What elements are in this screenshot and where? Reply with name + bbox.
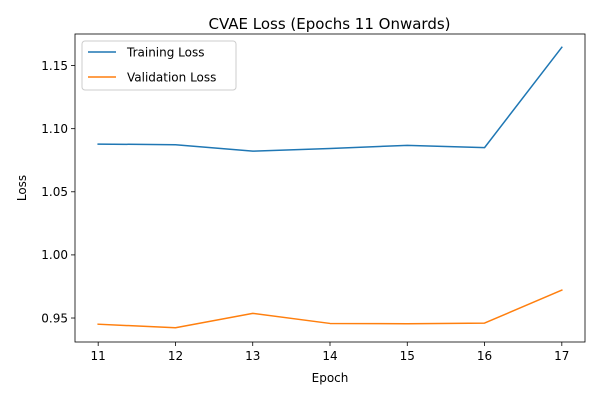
legend-box: [81, 40, 237, 91]
y-tick-label: 0.95: [41, 311, 68, 325]
y-axis-ticks: 0.95 1.00 1.05 1.10 1.15: [41, 59, 75, 325]
x-tick-label: 13: [245, 349, 260, 363]
plot-marks: [97, 46, 563, 329]
x-tick-label: 11: [91, 349, 106, 363]
series-line-validation-loss: [97, 289, 563, 329]
legend: Training Loss Validation Loss: [81, 40, 237, 91]
x-tick-label: 16: [477, 349, 492, 363]
y-tick-label: 1.10: [41, 122, 68, 136]
x-tick-label: 14: [322, 349, 337, 363]
y-axis-label: Loss: [15, 175, 29, 201]
y-tick-label: 1.05: [41, 185, 68, 199]
series-line-training-loss: [97, 46, 563, 152]
x-tick-label: 15: [400, 349, 415, 363]
x-tick-label: 12: [168, 349, 183, 363]
x-axis-ticks: 11 12 13 14 15 16 17: [91, 342, 569, 363]
legend-label-training-loss: Training Loss: [126, 46, 204, 60]
y-tick-label: 1.00: [41, 248, 68, 262]
chart-title: CVAE Loss (Epochs 11 Onwards): [208, 15, 450, 33]
legend-label-validation-loss: Validation Loss: [127, 71, 216, 85]
x-axis-label: Epoch: [312, 371, 349, 385]
x-tick-label: 17: [554, 349, 569, 363]
y-tick-label: 1.15: [41, 59, 68, 73]
